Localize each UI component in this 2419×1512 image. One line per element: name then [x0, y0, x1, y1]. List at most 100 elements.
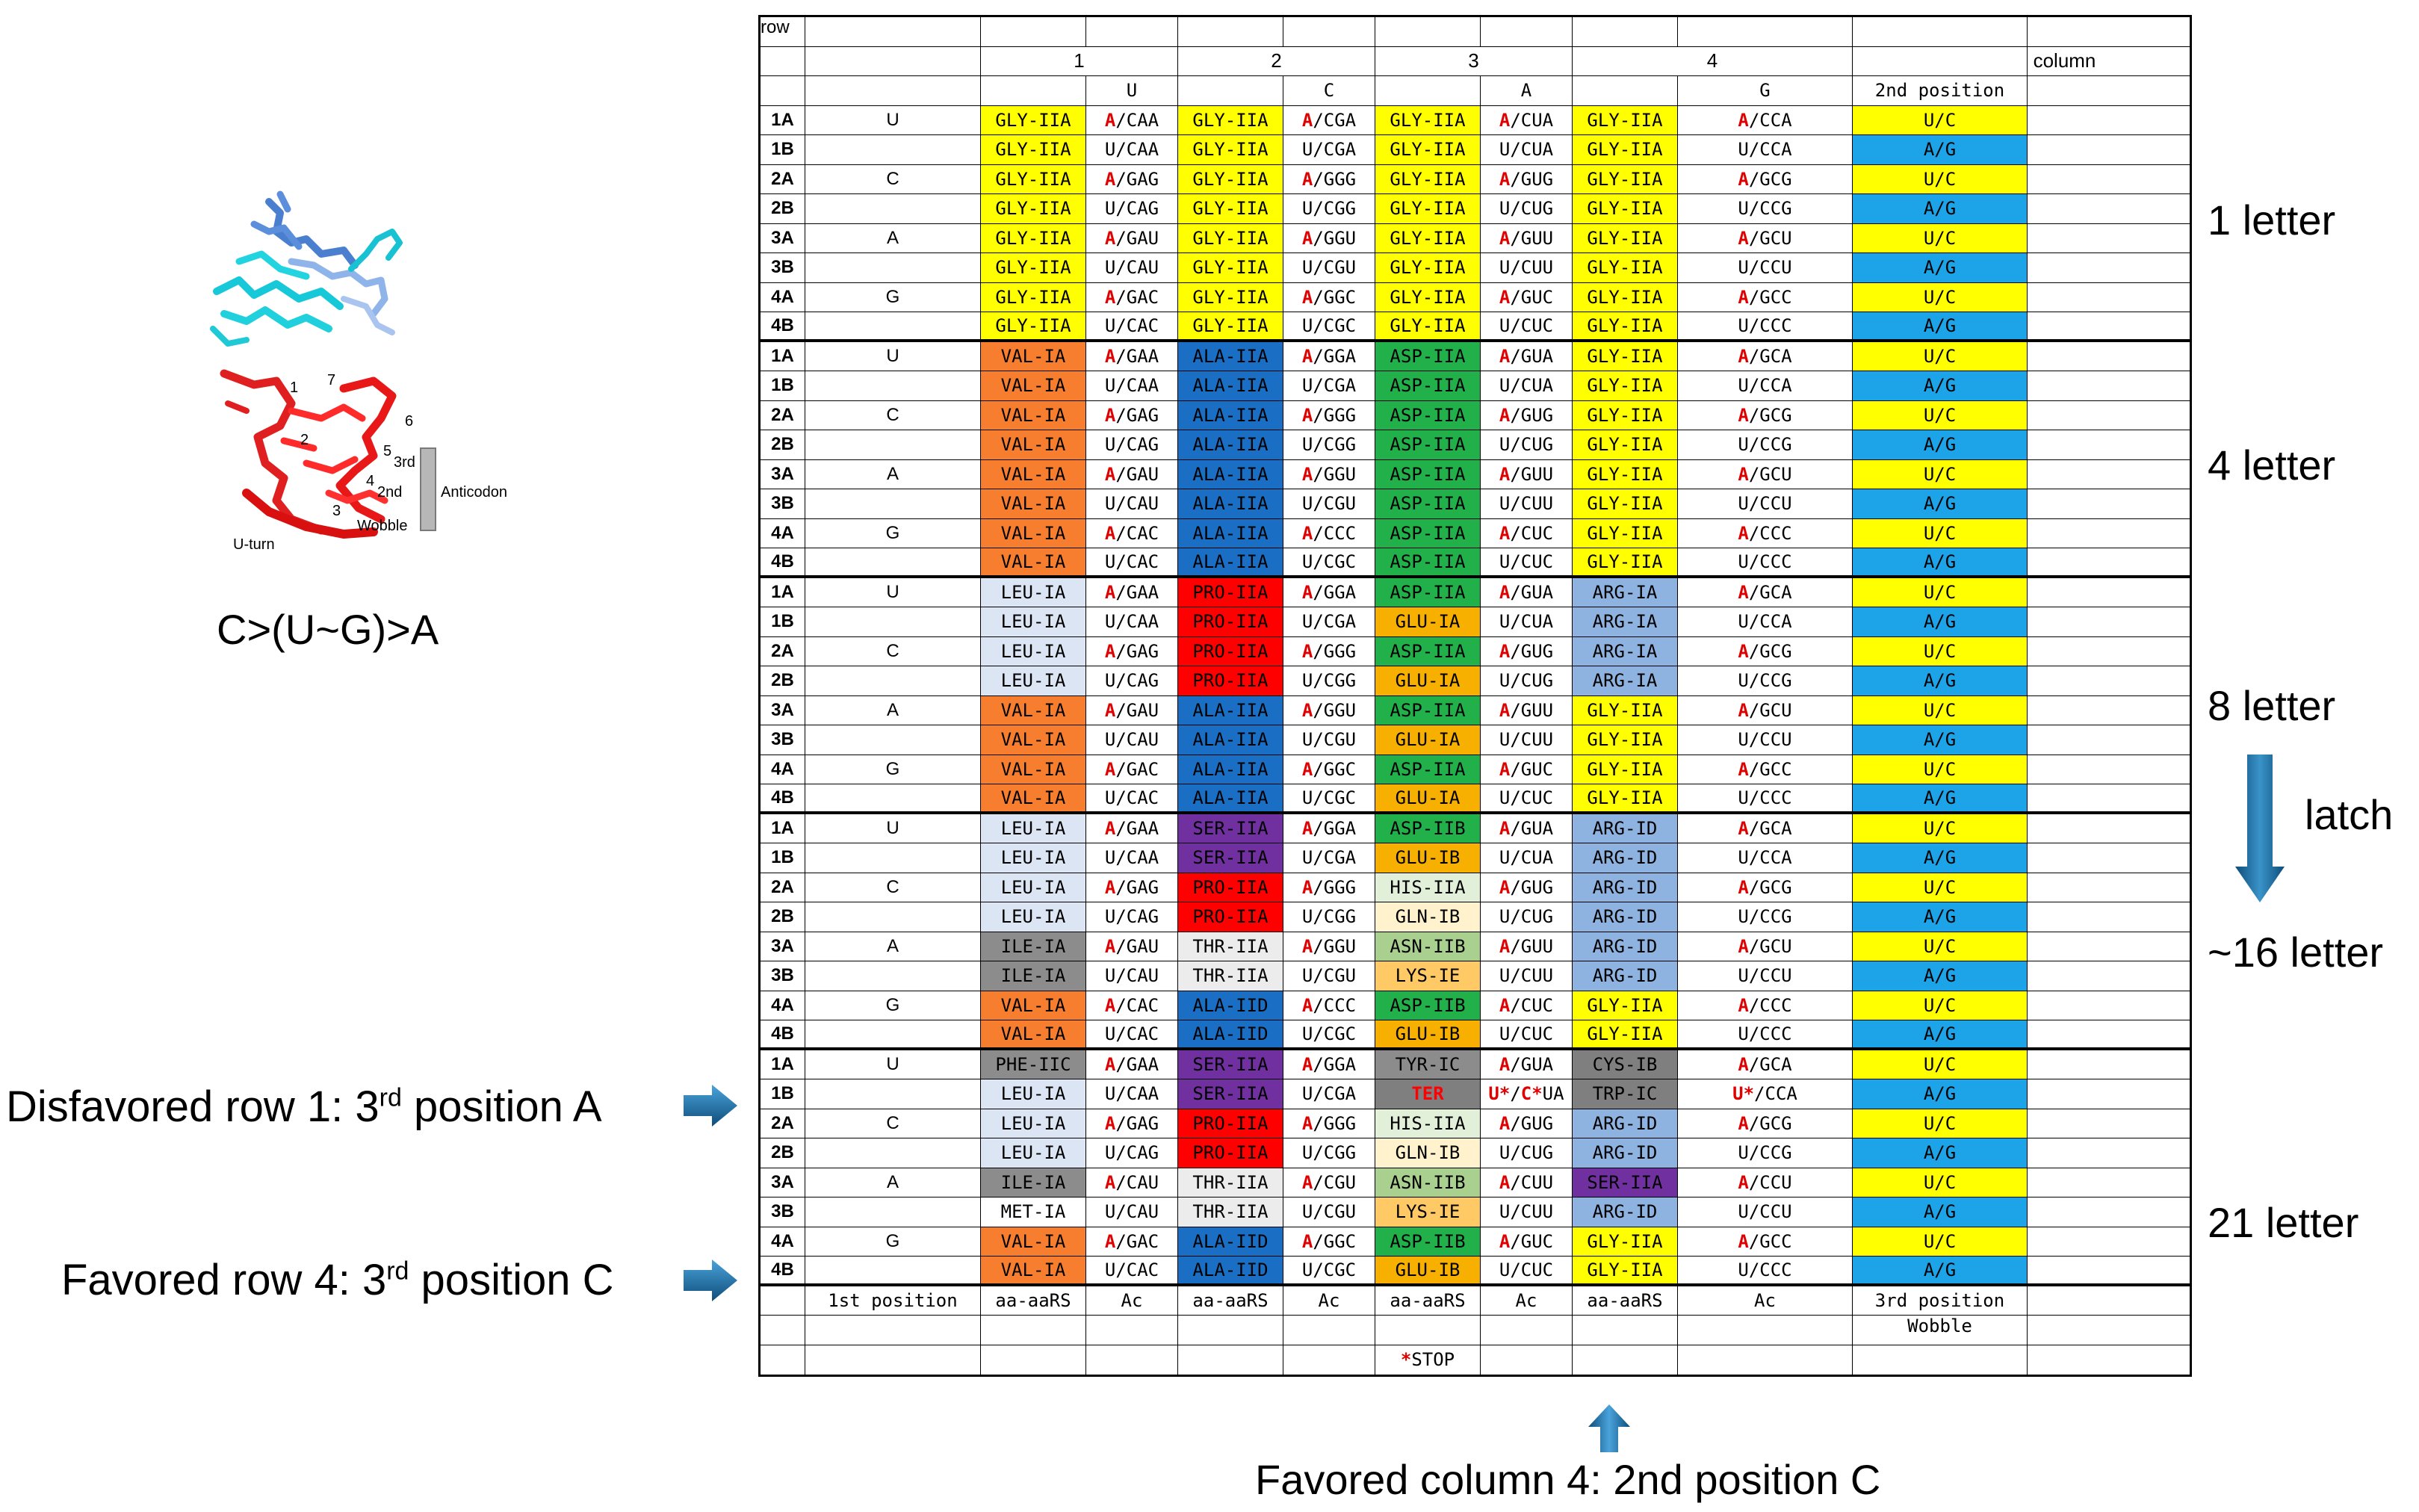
aa-cell: SER-IIA — [1178, 814, 1283, 843]
table-cell — [2028, 696, 2101, 725]
note-sup: rd — [386, 1257, 409, 1286]
aa-cell: GLY-IIA — [981, 164, 1086, 193]
anticodon-cell: A / G A U — [1086, 932, 1178, 961]
table-cell — [1853, 46, 2028, 75]
row-label: 2B — [761, 666, 805, 695]
table-cell — [2028, 460, 2101, 489]
aa-cell: GLY-IIA — [1573, 312, 1678, 339]
wobble-label: Wobble — [1853, 1316, 2028, 1345]
latch-arrow-icon — [2235, 755, 2285, 902]
column-header: column — [2033, 49, 2096, 72]
note-text: Favored row 4: 3 — [61, 1256, 387, 1304]
anticodon-cell: A / C A C — [1086, 991, 1178, 1020]
anticodon-cell: U / C C C — [1678, 1257, 1853, 1283]
first-position: G — [805, 991, 981, 1020]
aa-cell: GLY-IIA — [981, 223, 1086, 252]
row-label: 3B — [761, 489, 805, 518]
aa-cell: ALA-IID — [1178, 1257, 1283, 1283]
aa-cell: GLY-IIA — [1573, 1020, 1678, 1047]
anticodon-cell: U / C C U — [1678, 253, 1853, 282]
third-position: A/G — [1853, 548, 2028, 575]
aa-cell: VAL-IA — [981, 784, 1086, 811]
anticodon-cell: U / C U A — [1481, 135, 1573, 164]
first-position — [805, 1020, 981, 1047]
aa-cell: GLY-IIA — [1178, 312, 1283, 339]
table-cell — [1086, 1316, 1178, 1345]
anticodon-cell: U / C A C — [1086, 1020, 1178, 1047]
table-row: 1B VAL-IA U / C A A ALA-IIA U / C G A ASP-IIA U / C U A GLY… — [761, 371, 2190, 401]
anticodon-cell: A / G U G — [1481, 1109, 1573, 1138]
third-position: U/C — [1853, 282, 2028, 312]
anticodon-cell: U / C G A — [1283, 607, 1375, 636]
anticodon-cell: A / G A G — [1086, 636, 1178, 666]
arrow-right-icon — [684, 1085, 737, 1127]
table-cell — [2028, 1168, 2101, 1197]
first-position — [805, 1138, 981, 1168]
row-label: 4B — [761, 1257, 805, 1283]
first-position: C — [805, 636, 981, 666]
table-cell — [761, 46, 805, 75]
aa-cell: ALA-IIA — [1178, 489, 1283, 518]
anticodon-cell: A / G G A — [1283, 341, 1375, 371]
footer-label: Ac — [1086, 1286, 1178, 1315]
anticodon-cell: U / C A G — [1086, 430, 1178, 459]
anticodon-cell: A / G C A — [1678, 341, 1853, 371]
anticodon-cell: U / C A G — [1086, 902, 1178, 932]
aa-cell: VAL-IA — [981, 991, 1086, 1020]
first-position — [805, 902, 981, 932]
aa-cell: GLY-IIA — [1375, 282, 1481, 312]
anticodon-cell: A / G U C — [1481, 755, 1573, 784]
table-cell — [2028, 1227, 2101, 1257]
anticodon-cell: U / C C C — [1678, 548, 1853, 575]
third-position: A/G — [1853, 1257, 2028, 1283]
table-cell — [981, 17, 1086, 46]
aa-cell: GLY-IIA — [1573, 194, 1678, 223]
anticodon-cell: U / C U C — [1481, 548, 1573, 575]
anticodon-cell: U / C A G — [1086, 666, 1178, 695]
anticodon-cell: A / G U G — [1481, 400, 1573, 430]
table-cell — [981, 1345, 1086, 1375]
second-position-label: 2nd position — [1853, 76, 2028, 105]
third-position: U/C — [1853, 105, 2028, 134]
aa-cell: ARG-IA — [1573, 636, 1678, 666]
aa-cell: VAL-IA — [981, 341, 1086, 371]
aa-cell: ASP-IIA — [1375, 755, 1481, 784]
table-row: 3B MET-IA U / C A U THR-IIA U / C G U LYS-IE U / C U U ARG-… — [761, 1197, 2190, 1227]
aa-cell: SER-IIA — [1573, 1168, 1678, 1197]
anticodon-cell: U / C C A — [1678, 371, 1853, 400]
row-label: 4A — [761, 991, 805, 1020]
aa-cell: ILE-IA — [981, 961, 1086, 991]
anticodon-cell: U / C G G — [1283, 1138, 1375, 1168]
first-position — [805, 843, 981, 873]
trna-anticodon-structure: 1 7 6 2 5 3rd 4 2nd 3 Wobble U-turn Anti… — [210, 190, 507, 553]
aa-cell: SER-IIA — [1178, 1050, 1283, 1079]
aa-cell: ALA-IIA — [1178, 400, 1283, 430]
row-label: 2B — [761, 430, 805, 459]
third-position: U/C — [1853, 1109, 2028, 1138]
table-cell — [2028, 755, 2101, 784]
anticodon-cell: U / C A C — [1086, 1257, 1178, 1283]
aa-cell: ASP-IIA — [1375, 371, 1481, 400]
aa-cell: VAL-IA — [981, 1257, 1086, 1283]
third-position: A/G — [1853, 843, 2028, 873]
table-cell — [1283, 1316, 1375, 1345]
aa-cell: VAL-IA — [981, 400, 1086, 430]
first-position: G — [805, 755, 981, 784]
anticodon-cell: U / C C G — [1678, 666, 1853, 695]
aa-cell: HIS-IIA — [1375, 873, 1481, 902]
aa-cell: GLY-IIA — [1375, 135, 1481, 164]
aa-cell: GLY-IIA — [1178, 223, 1283, 252]
table-row: 1A U PHE-IIC A / G A A SER-IIA A / G G A TYR-IC A / G U A CY… — [761, 1050, 2190, 1079]
row-label: 3A — [761, 695, 805, 725]
molecule-label: 1 — [290, 379, 298, 396]
table-cell — [805, 46, 981, 75]
molecule-label: 5 — [383, 443, 391, 459]
table-cell — [2028, 312, 2101, 339]
row-label: 2A — [761, 164, 805, 193]
arrow-up-icon — [1588, 1404, 1630, 1452]
anticodon-cell: U / C C C — [1678, 312, 1853, 339]
aa-cell: ARG-ID — [1573, 1138, 1678, 1168]
anticodon-cell: A / G C A — [1678, 577, 1853, 607]
anticodon-cell: A / C G U — [1283, 1168, 1375, 1197]
table-row: Wobble — [761, 1316, 2190, 1345]
